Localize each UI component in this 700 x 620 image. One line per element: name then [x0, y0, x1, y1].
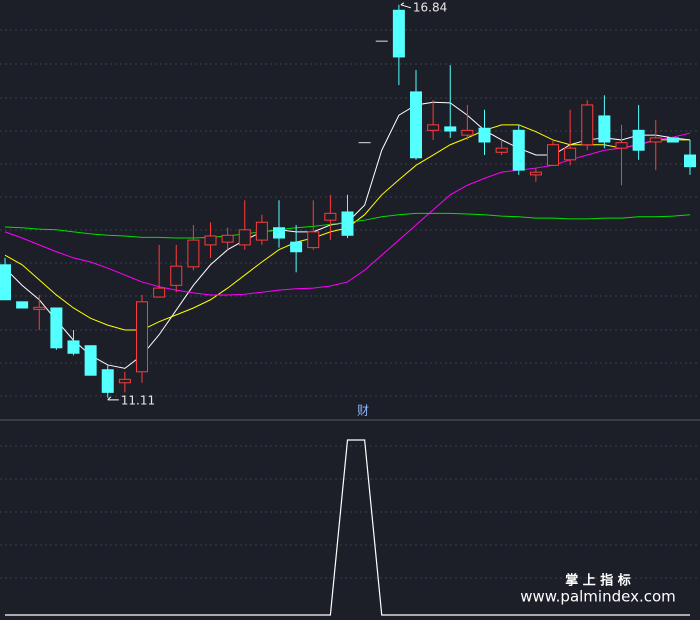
candle-body — [684, 154, 696, 168]
candle-body — [495, 147, 508, 153]
high-annotation: 16.84 — [413, 0, 447, 14]
signal-line — [5, 439, 690, 616]
candle-body — [238, 229, 251, 246]
candle-body — [0, 264, 11, 301]
candle-body — [255, 221, 268, 241]
candle-body — [341, 211, 354, 236]
candle-body — [666, 137, 679, 143]
candle-body — [529, 171, 542, 176]
candle-body — [444, 126, 457, 132]
candle-body — [564, 147, 577, 161]
low-annotation: 11.11 — [121, 393, 155, 407]
candle-body — [84, 345, 97, 376]
candle-body — [153, 287, 166, 298]
candle-body — [410, 91, 422, 159]
candle-body — [50, 307, 63, 349]
candle-body — [581, 104, 594, 146]
candle-body — [187, 239, 200, 268]
candle-body — [427, 124, 440, 131]
candle-body — [324, 212, 337, 221]
candle-body — [649, 137, 662, 143]
candle-body — [33, 306, 46, 310]
candle-body — [598, 115, 611, 143]
candle-body — [204, 235, 217, 246]
signal-label: 财 — [357, 404, 369, 418]
candle-body — [16, 301, 29, 309]
candle-body — [118, 378, 131, 384]
watermark-url: www.palmindex.com — [520, 588, 676, 606]
candle-body — [632, 129, 645, 151]
candle-body — [273, 227, 285, 239]
annotation-arrow — [107, 396, 119, 401]
candle-body — [547, 144, 559, 166]
candle-body — [615, 142, 628, 149]
annotation-arrow — [400, 2, 412, 9]
candle-body — [307, 231, 320, 249]
candle-body — [290, 241, 303, 253]
candle-body — [67, 340, 80, 354]
watermark-title: 掌 上 指 标 — [565, 573, 631, 589]
candle-body — [170, 265, 183, 286]
candle-body — [221, 234, 234, 243]
candle-body — [392, 9, 405, 58]
candle-body — [478, 127, 491, 143]
candle-body — [101, 369, 114, 393]
candle-body — [136, 301, 148, 373]
candle-body — [461, 129, 474, 136]
candle-body — [512, 129, 525, 171]
